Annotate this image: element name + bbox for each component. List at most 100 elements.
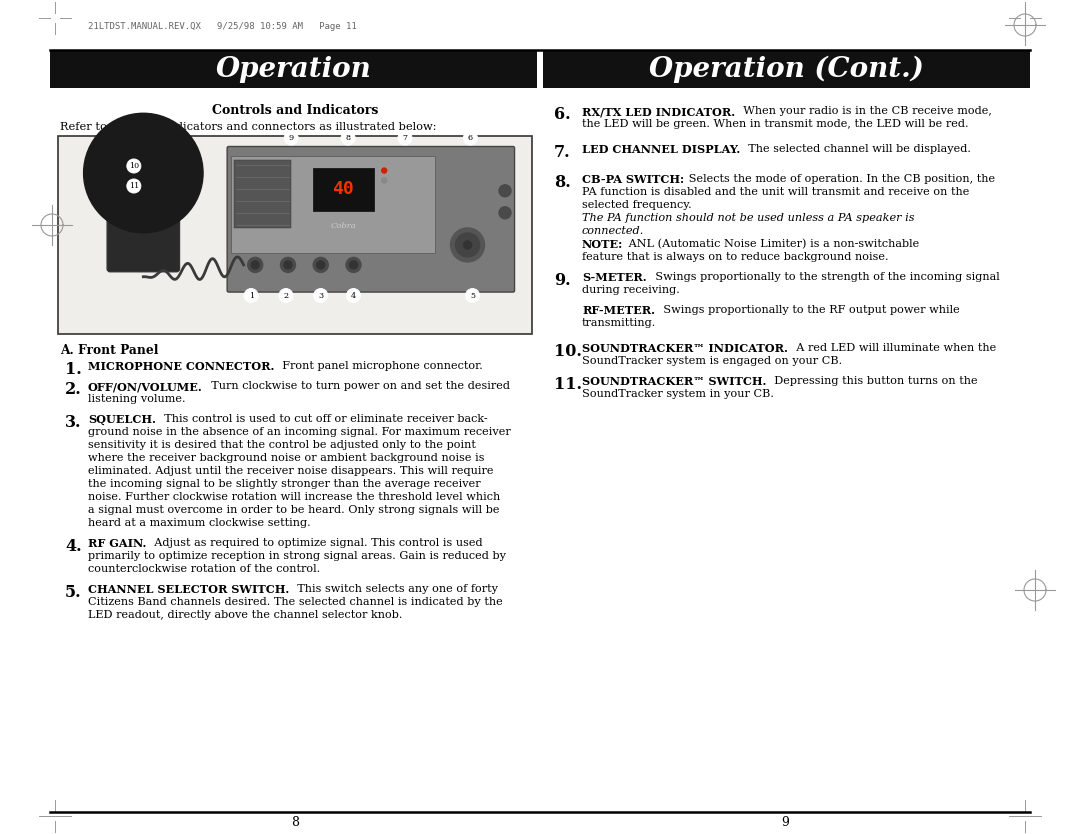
Circle shape [284, 131, 298, 145]
Text: ground noise in the absence of an incoming signal. For maximum receiver: ground noise in the absence of an incomi… [87, 427, 511, 437]
Circle shape [463, 241, 472, 249]
Text: S-METER.: S-METER. [582, 272, 647, 283]
Text: PA function is disabled and the unit will transmit and receive on the: PA function is disabled and the unit wil… [582, 187, 970, 197]
Text: 1.: 1. [65, 361, 82, 378]
Text: Cobra: Cobra [330, 222, 356, 230]
Text: CB-PA SWITCH:: CB-PA SWITCH: [582, 174, 684, 185]
Text: 8.: 8. [554, 174, 570, 191]
Text: 40: 40 [333, 180, 354, 198]
Text: Controls and Indicators: Controls and Indicators [212, 104, 378, 117]
Text: transmitting.: transmitting. [582, 318, 657, 328]
Text: 2: 2 [283, 292, 288, 299]
Text: Front panel microphone connector.: Front panel microphone connector. [275, 361, 483, 371]
Text: 5: 5 [470, 292, 475, 299]
Circle shape [313, 258, 328, 273]
Bar [58, 136, 532, 334]
Circle shape [316, 261, 325, 269]
Circle shape [284, 261, 292, 269]
Text: the LED will be green. When in transmit mode, the LED will be red.: the LED will be green. When in transmit … [582, 119, 969, 129]
Text: LED CHANNEL DISPLAY.: LED CHANNEL DISPLAY. [582, 144, 740, 155]
FancyBboxPatch shape [227, 147, 514, 292]
Text: 3.: 3. [65, 414, 81, 431]
Text: RF-METER.: RF-METER. [582, 305, 654, 316]
Text: 9: 9 [781, 816, 788, 828]
Circle shape [126, 159, 140, 173]
Text: S: S [135, 215, 151, 237]
Text: 11: 11 [129, 182, 139, 190]
Text: connected.: connected. [582, 226, 645, 236]
Text: sensitivity it is desired that the control be adjusted only to the point: sensitivity it is desired that the contr… [87, 440, 476, 450]
Text: This control is used to cut off or eliminate receiver back-: This control is used to cut off or elimi… [157, 414, 487, 424]
Text: 2.: 2. [65, 381, 82, 398]
Bar [50, 50, 537, 88]
Circle shape [279, 289, 293, 303]
Text: Swings proportionally to the RF output power while: Swings proportionally to the RF output p… [656, 305, 960, 315]
Text: Swings proportionally to the strength of the incoming signal: Swings proportionally to the strength of… [648, 272, 999, 282]
Text: Operation (Cont.): Operation (Cont.) [649, 55, 923, 83]
Circle shape [247, 258, 262, 273]
Circle shape [347, 289, 361, 303]
Text: 7: 7 [403, 134, 407, 142]
Circle shape [397, 131, 411, 145]
Text: When your radio is in the CB receive mode,: When your radio is in the CB receive mod… [737, 106, 993, 116]
Text: the incoming signal to be slightly stronger than the average receiver: the incoming signal to be slightly stron… [87, 479, 481, 489]
Text: 8: 8 [291, 816, 299, 828]
Text: SOUNDTRACKER™ INDICATOR.: SOUNDTRACKER™ INDICATOR. [582, 343, 788, 354]
Text: 11.: 11. [554, 376, 582, 393]
Text: RX/TX LED INDICATOR.: RX/TX LED INDICATOR. [582, 106, 735, 117]
Text: A red LED will illuminate when the: A red LED will illuminate when the [788, 343, 996, 353]
Circle shape [83, 113, 203, 233]
Circle shape [346, 258, 361, 273]
Text: RF GAIN.: RF GAIN. [87, 538, 147, 549]
Text: 4.: 4. [65, 538, 82, 555]
Text: LED readout, directly above the channel selector knob.: LED readout, directly above the channel … [87, 610, 403, 620]
Circle shape [381, 178, 387, 183]
Text: noise. Further clockwise rotation will increase the threshold level which: noise. Further clockwise rotation will i… [87, 492, 500, 502]
Text: SoundTracker system in your CB.: SoundTracker system in your CB. [582, 389, 774, 399]
Bar [233, 160, 291, 228]
FancyBboxPatch shape [107, 189, 179, 272]
Text: 5.: 5. [65, 584, 82, 601]
Text: feature that is always on to reduce background noise.: feature that is always on to reduce back… [582, 252, 889, 262]
Circle shape [499, 207, 511, 219]
Text: 21LTDST.MANUAL.REV.QX   9/25/98 10:59 AM   Page 11: 21LTDST.MANUAL.REV.QX 9/25/98 10:59 AM P… [87, 22, 356, 31]
Text: 7.: 7. [554, 144, 570, 161]
Text: Selects the mode of operation. In the CB position, the: Selects the mode of operation. In the CB… [685, 174, 996, 184]
Text: where the receiver background noise or ambient background noise is: where the receiver background noise or a… [87, 453, 485, 463]
Circle shape [381, 168, 387, 173]
Circle shape [450, 228, 485, 262]
Text: NOTE:: NOTE: [582, 239, 623, 250]
Text: during receiving.: during receiving. [582, 285, 679, 295]
Text: SOUNDTRACKER™ SWITCH.: SOUNDTRACKER™ SWITCH. [582, 376, 767, 387]
Text: eliminated. Adjust until the receiver noise disappears. This will require: eliminated. Adjust until the receiver no… [87, 466, 494, 476]
Text: This switch selects any one of forty: This switch selects any one of forty [291, 584, 498, 594]
Text: Depressing this button turns on the: Depressing this button turns on the [768, 376, 978, 386]
Text: Turn clockwise to turn power on and set the desired: Turn clockwise to turn power on and set … [204, 381, 510, 391]
Text: 10: 10 [129, 162, 139, 170]
Bar [312, 168, 374, 211]
Text: 6.: 6. [554, 106, 570, 123]
Text: Adjust as required to optimize signal. This control is used: Adjust as required to optimize signal. T… [147, 538, 483, 548]
Circle shape [456, 233, 480, 257]
Text: a signal must overcome in order to be heard. Only strong signals will be: a signal must overcome in order to be he… [87, 505, 499, 515]
Circle shape [244, 289, 258, 303]
Circle shape [313, 289, 327, 303]
Text: Citizens Band channels desired. The selected channel is indicated by the: Citizens Band channels desired. The sele… [87, 597, 503, 607]
Text: heard at a maximum clockwise setting.: heard at a maximum clockwise setting. [87, 518, 311, 528]
Circle shape [463, 131, 477, 145]
Text: MICROPHONE CONNECTOR.: MICROPHONE CONNECTOR. [87, 361, 274, 372]
Text: The PA function should not be used unless a PA speaker is: The PA function should not be used unles… [582, 213, 915, 223]
Circle shape [126, 179, 140, 193]
Text: 9: 9 [288, 134, 294, 142]
Text: CHANNEL SELECTOR SWITCH.: CHANNEL SELECTOR SWITCH. [87, 584, 289, 595]
Text: 8: 8 [346, 134, 351, 142]
Text: Operation: Operation [216, 56, 372, 83]
Text: 1: 1 [248, 292, 254, 299]
Text: A. Front Panel: A. Front Panel [60, 344, 159, 357]
Text: SoundTracker system is engaged on your CB.: SoundTracker system is engaged on your C… [582, 356, 842, 366]
Text: OFF/ON/VOLUME.: OFF/ON/VOLUME. [87, 381, 203, 392]
Text: SQUELCH.: SQUELCH. [87, 414, 156, 425]
Text: Refer to controls, indicators and connectors as illustrated below:: Refer to controls, indicators and connec… [60, 121, 436, 131]
Text: ANL (Automatic Noise Limiter) is a non-switchable: ANL (Automatic Noise Limiter) is a non-s… [625, 239, 919, 249]
Circle shape [252, 261, 259, 269]
